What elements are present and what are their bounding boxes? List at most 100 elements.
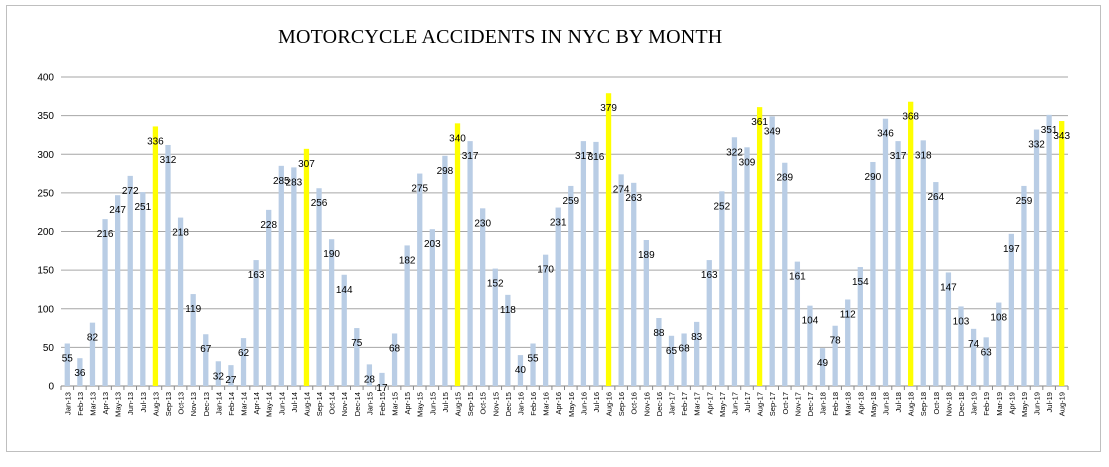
bar [303, 148, 310, 386]
x-tick-label: Jan-14 [214, 392, 223, 415]
bar [618, 174, 624, 386]
bar [354, 328, 360, 386]
data-label: 256 [311, 198, 328, 209]
bar [140, 192, 146, 386]
data-label: 274 [613, 184, 630, 195]
x-tick-label: Feb-17 [680, 392, 689, 416]
data-label: 259 [562, 196, 579, 207]
data-label: 228 [260, 220, 277, 231]
x-tick-label: Jan-18 [819, 392, 828, 415]
bar [631, 182, 637, 386]
data-label: 40 [515, 365, 527, 376]
x-tick-label: Feb-13 [76, 392, 85, 416]
x-tick-label: Dec-13 [202, 392, 211, 416]
x-tick-label: Jul-14 [290, 392, 299, 412]
data-label: 17 [376, 383, 388, 394]
data-label: 322 [726, 147, 743, 158]
data-label: 218 [172, 228, 189, 239]
data-label: 163 [248, 270, 265, 281]
x-tick-label: Jun-14 [277, 392, 286, 415]
bar [1033, 129, 1040, 386]
x-tick-label: Sep-16 [617, 392, 626, 416]
x-tick-label: Apr-16 [554, 392, 563, 415]
bar [530, 343, 536, 386]
y-tick-label: 100 [37, 304, 54, 315]
x-tick-label: Nov-15 [491, 392, 500, 416]
bar [454, 123, 461, 386]
bar [731, 137, 738, 386]
x-tick-label: Jul-16 [592, 392, 601, 412]
data-label: 346 [877, 129, 894, 140]
data-label: 55 [62, 354, 74, 365]
bar [719, 191, 725, 386]
x-tick-label: Dec-14 [353, 392, 362, 416]
bar [379, 372, 385, 386]
bar [769, 116, 775, 387]
bar [895, 141, 901, 386]
data-label: 103 [953, 316, 970, 327]
bar [706, 260, 712, 386]
bar [668, 335, 675, 386]
bar [240, 338, 247, 386]
bar [593, 141, 599, 386]
data-label: 283 [286, 177, 303, 188]
x-tick-label: Nov-18 [944, 392, 953, 416]
data-label: 144 [336, 285, 353, 296]
bar [555, 207, 561, 386]
x-tick-label: Mar-14 [240, 392, 249, 416]
x-tick-label: Jul-18 [894, 392, 903, 412]
data-label: 340 [449, 133, 466, 144]
y-tick-label: 300 [37, 150, 54, 161]
x-tick-label: Aug-18 [907, 392, 916, 416]
x-tick-label: Feb-19 [982, 392, 991, 416]
bar [870, 161, 876, 386]
x-tick-label: Jan-19 [970, 392, 979, 415]
data-label: 67 [200, 344, 212, 355]
bar [102, 219, 108, 386]
x-tick-label: Jan-13 [63, 392, 72, 415]
bar [1046, 114, 1052, 386]
data-label: 332 [1028, 140, 1045, 151]
bar [442, 155, 448, 386]
y-tick-label: 400 [37, 73, 54, 84]
data-label: 104 [802, 316, 819, 327]
x-tick-label: Mar-13 [88, 392, 97, 416]
x-tick-label: Oct-17 [781, 392, 790, 415]
x-tick-label: Oct-15 [479, 392, 488, 415]
data-label: 27 [225, 375, 237, 386]
x-tick-label: Jul-13 [139, 392, 148, 412]
bar [933, 182, 939, 386]
data-label: 316 [588, 152, 605, 163]
data-label: 290 [865, 172, 882, 183]
bar [542, 254, 549, 386]
data-label: 309 [739, 157, 756, 168]
x-tick-label: Mar-18 [844, 392, 853, 416]
x-tick-label: Jun-15 [428, 392, 437, 415]
data-label: 28 [364, 374, 376, 385]
bar [316, 188, 322, 386]
data-label: 247 [109, 205, 126, 216]
data-label: 152 [487, 279, 504, 290]
y-tick-label: 0 [48, 382, 54, 393]
bar [492, 268, 498, 386]
data-label: 275 [411, 184, 428, 195]
bar [480, 208, 486, 386]
bar [958, 306, 964, 386]
data-label: 49 [817, 358, 829, 369]
bar [64, 343, 70, 386]
x-tick-label: Sep-13 [164, 392, 173, 416]
x-tick-label: Dec-17 [806, 392, 815, 416]
bar [291, 167, 297, 386]
chart-title: MOTORCYCLE ACCIDENTS IN NYC BY MONTH [278, 26, 723, 48]
bar [845, 299, 851, 386]
bar [756, 107, 763, 386]
x-tick-label: Jun-19 [1033, 392, 1042, 415]
data-label: 272 [122, 186, 139, 197]
x-tick-label: Feb-16 [529, 392, 538, 416]
y-tick-label: 250 [37, 188, 54, 199]
data-label: 78 [830, 336, 842, 347]
x-tick-label: Sep-15 [466, 392, 475, 416]
bar [467, 141, 473, 386]
data-label: 161 [789, 272, 806, 283]
